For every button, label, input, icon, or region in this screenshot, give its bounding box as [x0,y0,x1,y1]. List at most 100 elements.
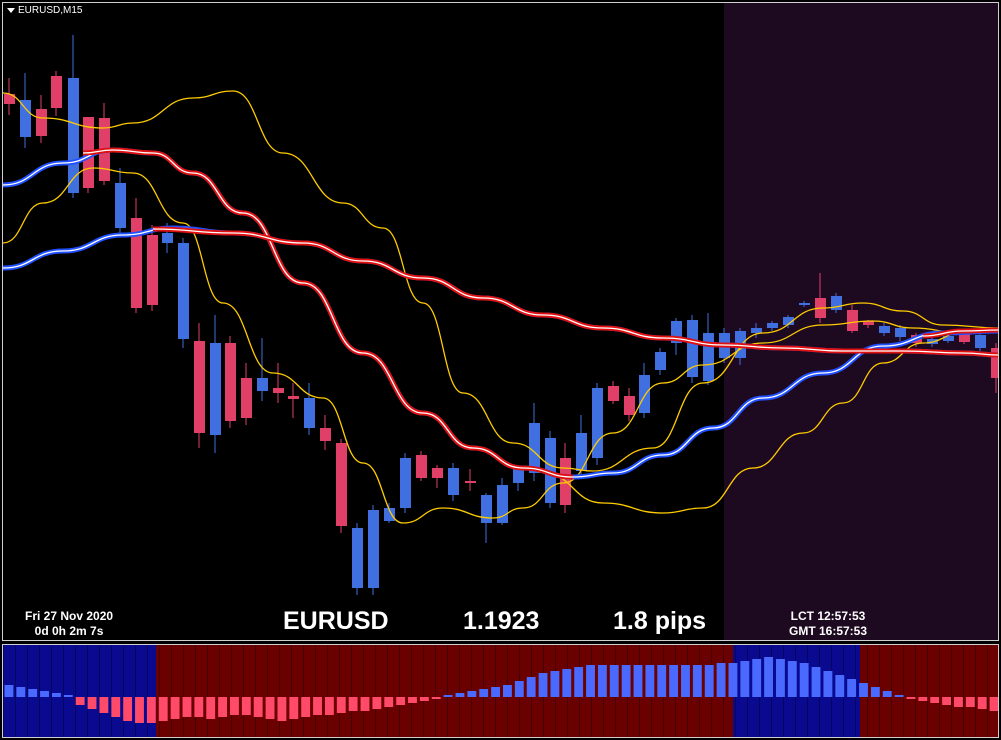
osc-bar [265,697,275,719]
osc-bull-zone [3,645,156,737]
osc-bar [633,665,643,697]
oscillator-canvas[interactable] [3,645,999,738]
candle-body [767,323,778,328]
candle-body [639,375,650,413]
osc-bar [526,677,536,697]
candle-body [687,320,698,377]
candle-body [304,398,315,428]
candle-body [497,485,508,523]
spread-label: 1.8 pips [613,607,707,635]
osc-bar [764,657,773,697]
candle-body [655,352,666,370]
osc-bar [918,697,928,701]
candle-body [448,468,459,495]
symbol-label: EURUSD [283,607,389,635]
osc-bar [431,697,441,699]
osc-bar [123,697,133,721]
osc-bar [823,671,833,697]
candle-body [225,343,236,421]
candle-body [384,508,395,521]
osc-bar [775,659,785,697]
osc-bar [396,697,406,705]
price-chart-canvas[interactable] [3,3,999,641]
osc-bar [301,697,311,717]
osc-bar [894,695,904,697]
fast-ma-line [3,90,998,472]
osc-bar [111,697,121,717]
osc-bar [75,697,85,705]
candle-body [847,310,858,331]
candle-body [36,109,47,136]
osc-bar [586,665,595,697]
candle-body [465,481,476,483]
candle-body [257,378,268,391]
price-chart-pane[interactable]: EURUSD,M15 Fri 27 Nov 2020 0d 0h 2m 7s E… [2,2,999,641]
osc-bar [158,697,168,721]
osc-bar [859,683,868,697]
local-time: LCT 12:57:53 [790,609,866,623]
osc-bar [538,673,548,697]
osc-bar [313,697,322,715]
osc-bar [550,671,560,697]
osc-bar [514,681,524,697]
osc-bar [408,697,417,703]
candle-body [51,76,62,108]
candle-body [210,343,221,435]
osc-bar [965,697,975,707]
candle-body [194,341,205,433]
osc-bar [324,697,334,715]
triangle-down-icon[interactable] [7,8,15,13]
candle-body [943,336,954,341]
osc-bar [811,667,821,697]
osc-bar [835,675,845,697]
osc-bar [87,697,97,709]
osc-bar [479,689,489,697]
candle-body [703,333,714,381]
candle-body [4,94,15,104]
osc-bar [562,669,572,697]
osc-bar [799,663,809,697]
chart-title[interactable]: EURUSD,M15 [7,5,82,16]
osc-bar [621,665,631,697]
candle-body [671,321,682,343]
candle-body [368,510,379,588]
candle-body [352,528,363,588]
candle-body [162,233,173,243]
candle-body [320,428,331,441]
candle-body [545,438,556,503]
candle-body [131,218,142,308]
slow-ma-line-core [152,228,998,356]
osc-bar [669,665,679,697]
osc-bar [63,695,73,697]
candle-body [879,326,890,333]
osc-bar [28,689,38,697]
osc-bar [657,665,667,697]
osc-bar [728,663,738,697]
osc-bar [51,693,61,697]
slow-ma-line-core [922,329,998,337]
fast-ma-line [542,327,998,514]
osc-bar [360,697,370,711]
osc-bar [253,697,263,717]
bar-countdown: 0d 0h 2m 7s [34,624,104,638]
candle-body [115,183,126,228]
candle-body [481,495,492,523]
candle-body [513,468,524,483]
osc-bar [692,665,702,697]
osc-bar [645,665,655,697]
osc-bar [289,697,299,719]
candle-body [751,328,762,333]
candle-body [975,335,986,348]
osc-bar [99,697,109,713]
osc-bar [16,687,26,697]
candle-body [147,235,158,305]
osc-bar [419,697,429,701]
oscillator-pane[interactable] [2,644,999,738]
candle-body [178,243,189,339]
fast-ma-line [3,167,998,524]
osc-bar [443,695,453,697]
osc-bar [740,661,750,697]
osc-bar [206,697,216,719]
osc-bar [882,691,892,697]
